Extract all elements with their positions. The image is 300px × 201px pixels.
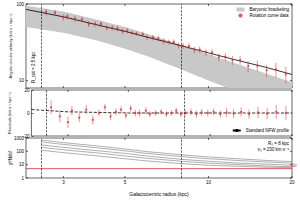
svg-text:χ²/Ndof: χ²/Ndof [8, 150, 13, 165]
svg-text:R_cut = 2.5 kpc: R_cut = 2.5 kpc [31, 51, 36, 83]
svg-text:3: 3 [62, 180, 65, 185]
svg-text:10: 10 [206, 180, 212, 185]
svg-text:Residuals (km s⁻¹ kpc⁻¹): Residuals (km s⁻¹ kpc⁻¹) [8, 91, 12, 134]
svg-text:10: 10 [19, 162, 25, 167]
svg-text:20: 20 [24, 88, 30, 93]
svg-text:5: 5 [124, 180, 127, 185]
svg-text:5σ: 5σ [291, 162, 298, 168]
svg-text:1: 1 [21, 176, 24, 181]
svg-text:R₀ = 8 kpc: R₀ = 8 kpc [268, 141, 290, 146]
svg-text:Rotation curve data: Rotation curve data [249, 13, 289, 18]
svg-text:-20: -20 [23, 134, 30, 139]
svg-text:Angular circular velocity (km: Angular circular velocity (km s⁻¹ kpc⁻¹) [9, 13, 13, 79]
svg-text:1000: 1000 [14, 135, 24, 141]
svg-text:0: 0 [27, 111, 30, 116]
svg-text:Baryonic bracketing: Baryonic bracketing [249, 7, 289, 12]
svg-text:v₀ = 230 km s⁻¹: v₀ = 230 km s⁻¹ [258, 147, 290, 152]
svg-text:Galactocentric radius (kpc): Galactocentric radius (kpc) [129, 191, 189, 197]
svg-text:100: 100 [16, 2, 24, 7]
svg-text:10: 10 [19, 78, 25, 83]
svg-text:Standard NFW profile: Standard NFW profile [246, 128, 290, 133]
svg-text:100: 100 [16, 149, 24, 154]
svg-text:20: 20 [289, 180, 295, 185]
